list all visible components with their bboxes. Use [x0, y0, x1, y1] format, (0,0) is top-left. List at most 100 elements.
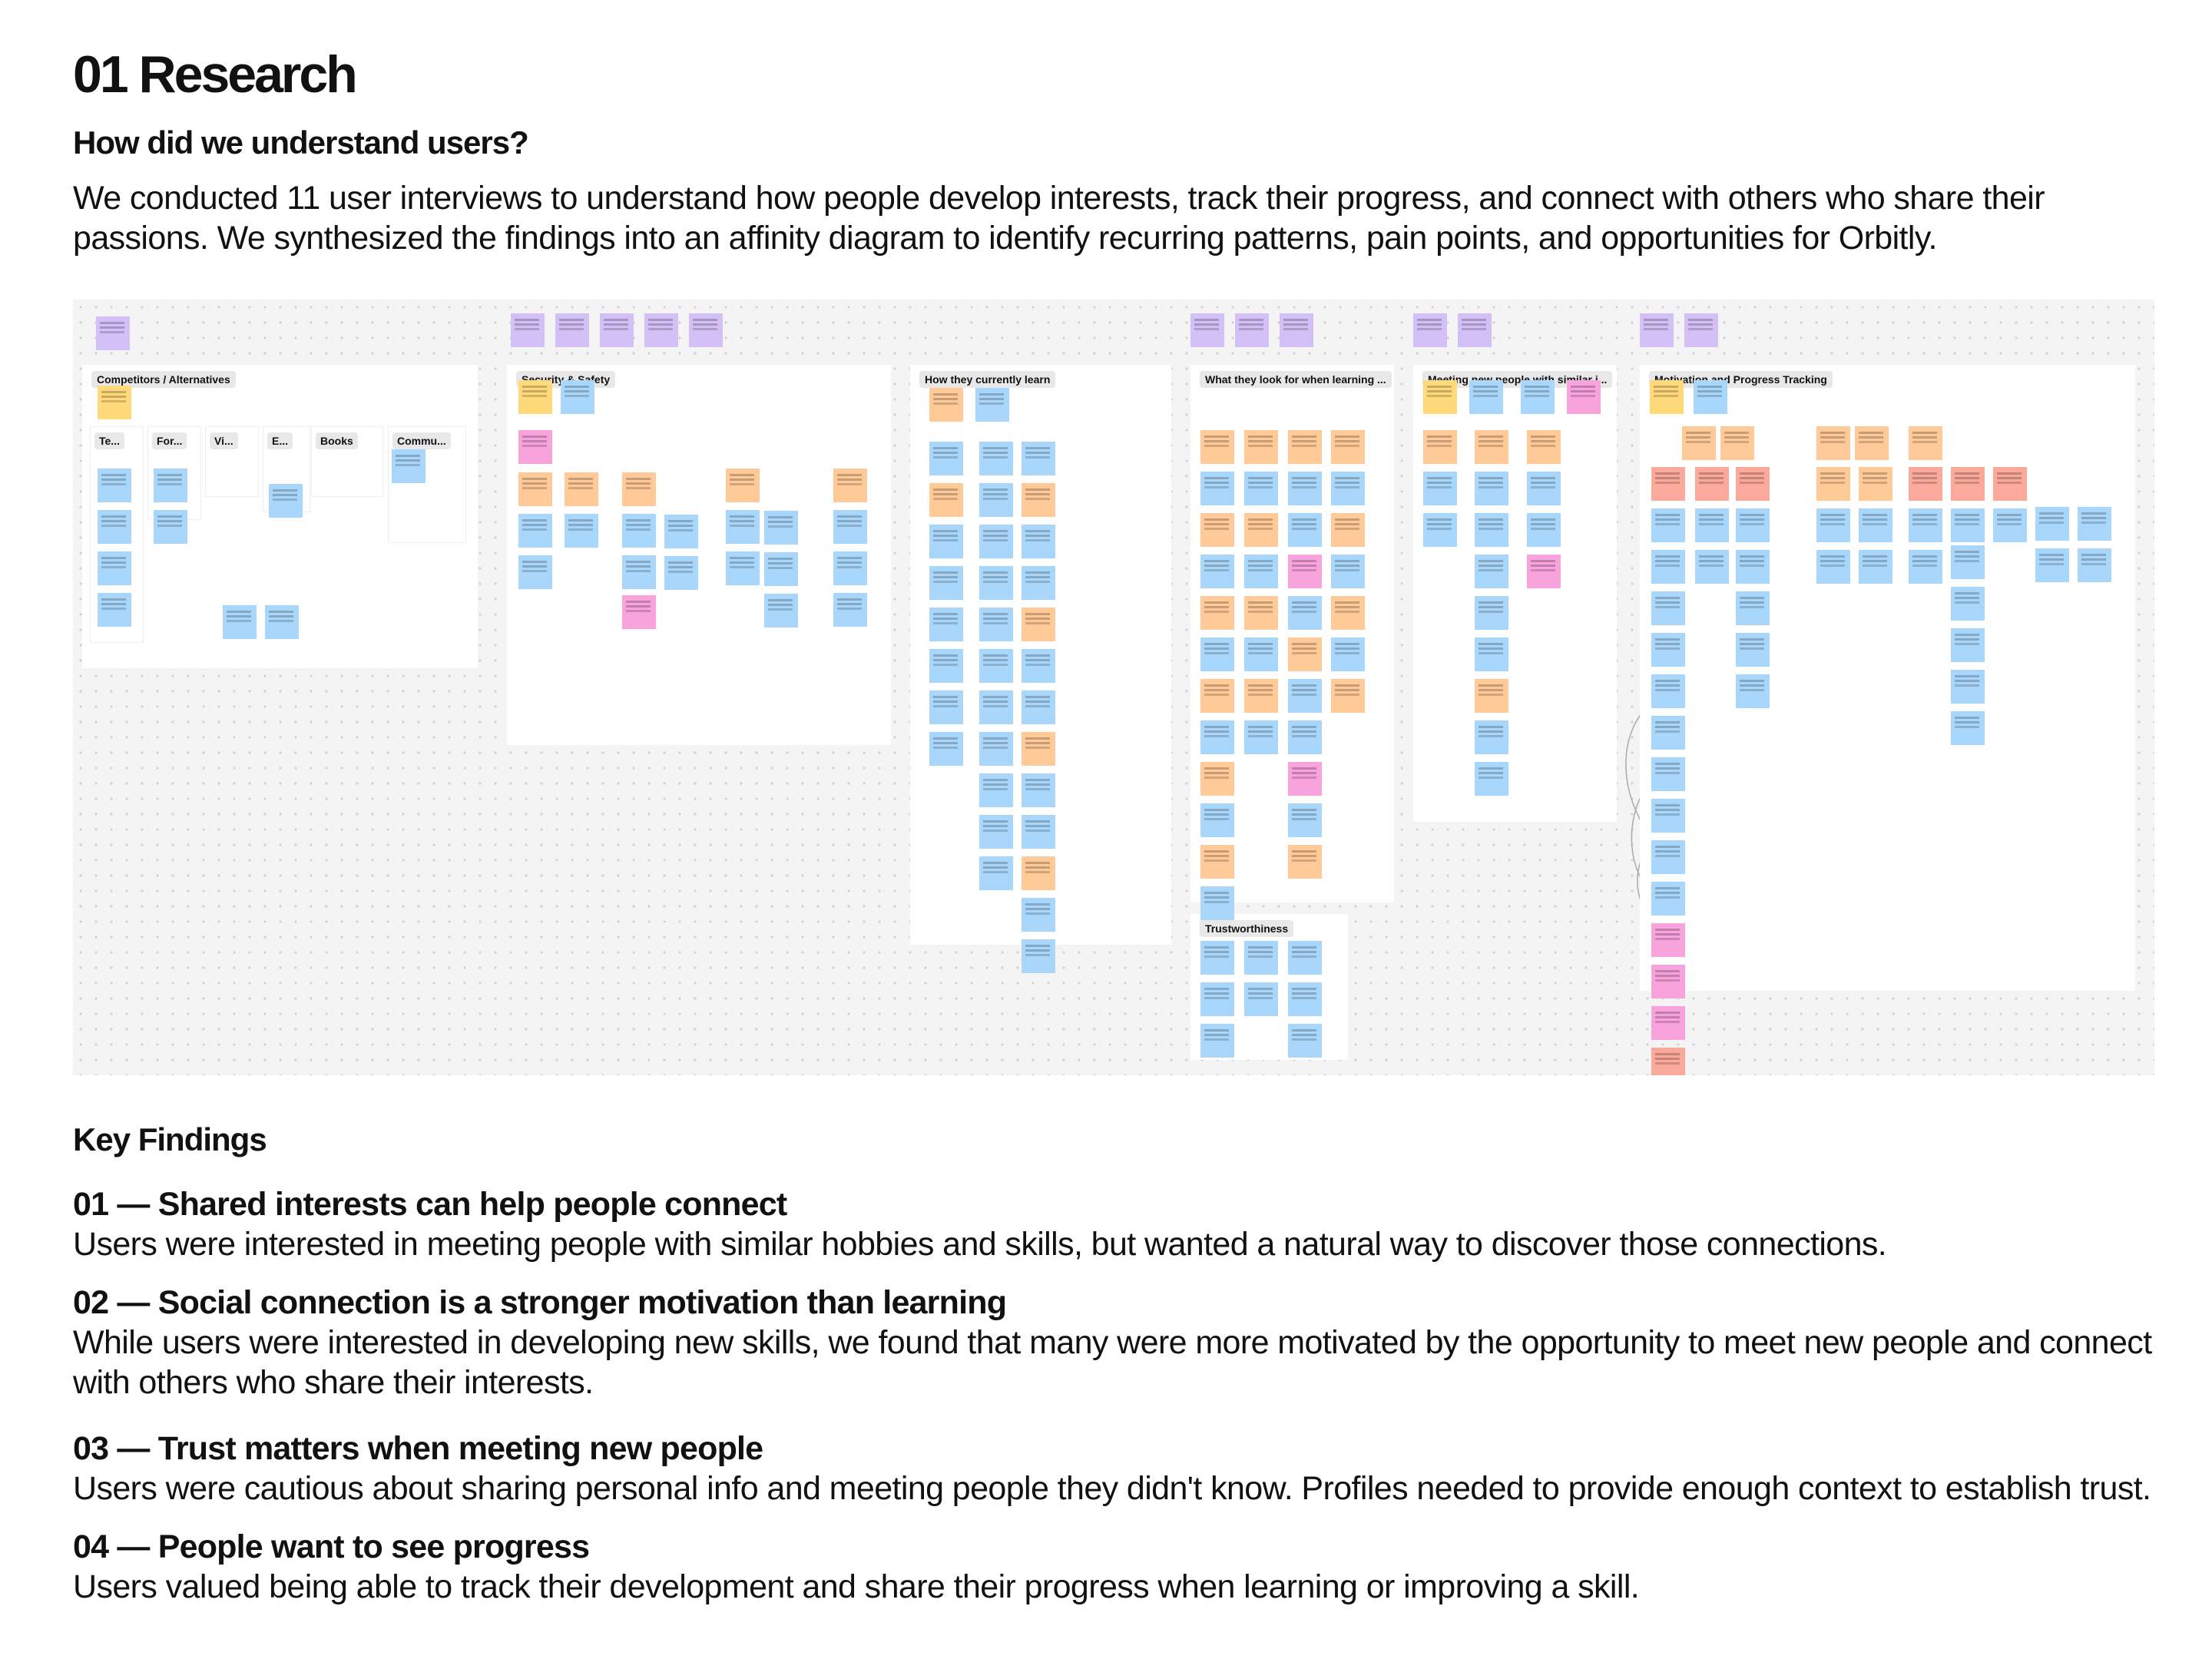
sticky-note[interactable]: [1200, 762, 1234, 796]
sticky-note[interactable]: [1423, 472, 1457, 505]
sticky-note[interactable]: [644, 313, 678, 347]
sticky-note[interactable]: [1469, 380, 1503, 414]
sticky-note[interactable]: [1651, 840, 1685, 874]
sticky-note[interactable]: [1022, 608, 1055, 641]
sticky-note[interactable]: [833, 510, 867, 544]
sticky-note[interactable]: [1816, 426, 1850, 460]
sticky-note[interactable]: [1331, 513, 1365, 547]
sticky-note[interactable]: [1022, 483, 1055, 517]
sticky-note[interactable]: [1244, 982, 1278, 1016]
sticky-note[interactable]: [1951, 587, 1985, 621]
sticky-note[interactable]: [1909, 467, 1942, 501]
sticky-note[interactable]: [154, 510, 187, 544]
sticky-note[interactable]: [1475, 720, 1508, 754]
sticky-note[interactable]: [1288, 720, 1322, 754]
sticky-note[interactable]: [1855, 426, 1889, 460]
sticky-note[interactable]: [518, 514, 552, 548]
sticky-note[interactable]: [1993, 508, 2027, 542]
sticky-note[interactable]: [1331, 596, 1365, 630]
sticky-note[interactable]: [2078, 548, 2111, 582]
sticky-note[interactable]: [1640, 313, 1674, 347]
sticky-note[interactable]: [979, 483, 1013, 517]
sticky-note[interactable]: [622, 555, 656, 589]
sticky-note[interactable]: [1859, 550, 1892, 584]
sticky-note[interactable]: [622, 472, 656, 506]
sticky-note[interactable]: [1951, 508, 1985, 542]
sticky-note[interactable]: [1022, 649, 1055, 683]
sticky-note[interactable]: [764, 594, 798, 628]
sticky-note[interactable]: [1331, 637, 1365, 671]
sticky-note[interactable]: [1244, 637, 1278, 671]
sticky-note[interactable]: [1244, 555, 1278, 588]
sticky-note[interactable]: [689, 313, 723, 347]
sticky-note[interactable]: [979, 525, 1013, 558]
sticky-note[interactable]: [1423, 430, 1457, 464]
sticky-note[interactable]: [1244, 720, 1278, 754]
sticky-note[interactable]: [764, 552, 798, 586]
sticky-note[interactable]: [979, 608, 1013, 641]
sticky-note[interactable]: [1423, 513, 1457, 547]
sticky-note[interactable]: [833, 551, 867, 585]
sticky-note[interactable]: [1909, 426, 1942, 460]
sticky-note[interactable]: [1200, 430, 1234, 464]
sticky-note[interactable]: [1651, 757, 1685, 791]
sticky-note[interactable]: [1816, 508, 1850, 542]
sticky-note[interactable]: [1816, 550, 1850, 584]
sticky-note[interactable]: [1022, 732, 1055, 766]
sticky-note[interactable]: [1244, 941, 1278, 975]
sticky-note[interactable]: [833, 469, 867, 502]
sticky-note[interactable]: [979, 690, 1013, 724]
sticky-note[interactable]: [1244, 596, 1278, 630]
affinity-diagram-board[interactable]: Competitors / Alternatives Te... For... …: [73, 300, 2154, 1075]
sticky-note[interactable]: [622, 595, 656, 629]
sticky-note[interactable]: [1993, 467, 2027, 501]
sticky-note[interactable]: [565, 472, 598, 506]
sticky-note[interactable]: [1288, 472, 1322, 505]
sticky-note[interactable]: [975, 388, 1009, 422]
sticky-note[interactable]: [979, 773, 1013, 807]
sticky-note[interactable]: [98, 551, 131, 585]
sticky-note[interactable]: [764, 511, 798, 545]
sticky-note[interactable]: [1475, 555, 1508, 588]
sticky-note[interactable]: [1288, 845, 1322, 879]
sticky-note[interactable]: [1859, 508, 1892, 542]
sticky-note[interactable]: [929, 649, 963, 683]
sticky-note[interactable]: [1200, 555, 1234, 588]
sticky-note[interactable]: [1736, 674, 1770, 708]
sticky-note[interactable]: [664, 515, 698, 548]
sticky-note[interactable]: [1859, 467, 1892, 501]
sticky-note[interactable]: [1567, 380, 1601, 414]
sticky-note[interactable]: [664, 556, 698, 590]
sticky-note[interactable]: [726, 469, 760, 502]
sticky-note[interactable]: [1651, 799, 1685, 833]
sticky-note[interactable]: [1244, 472, 1278, 505]
sticky-note[interactable]: [1736, 550, 1770, 584]
sticky-note[interactable]: [1331, 679, 1365, 713]
sticky-note[interactable]: [1331, 555, 1365, 588]
sticky-note[interactable]: [1244, 679, 1278, 713]
sticky-note[interactable]: [1022, 690, 1055, 724]
sticky-note[interactable]: [979, 856, 1013, 890]
sticky-note[interactable]: [979, 649, 1013, 683]
sticky-note[interactable]: [1288, 430, 1322, 464]
sticky-note[interactable]: [1720, 426, 1754, 460]
sticky-note[interactable]: [1288, 513, 1322, 547]
sticky-note[interactable]: [1022, 525, 1055, 558]
sticky-note[interactable]: [1022, 773, 1055, 807]
sticky-note[interactable]: [929, 483, 963, 517]
sticky-note[interactable]: [1651, 467, 1685, 501]
sticky-note[interactable]: [1909, 550, 1942, 584]
sticky-note[interactable]: [979, 442, 1013, 475]
sticky-note[interactable]: [1022, 856, 1055, 890]
sticky-note[interactable]: [1190, 313, 1224, 347]
sticky-note[interactable]: [1288, 941, 1322, 975]
sticky-note[interactable]: [1200, 513, 1234, 547]
sticky-note[interactable]: [1288, 1024, 1322, 1058]
sticky-note[interactable]: [1951, 467, 1985, 501]
sticky-note[interactable]: [1651, 1006, 1685, 1040]
sticky-note[interactable]: [1288, 803, 1322, 837]
sticky-note[interactable]: [1684, 313, 1718, 347]
sticky-note[interactable]: [565, 514, 598, 548]
sticky-note[interactable]: [1288, 679, 1322, 713]
sticky-note[interactable]: [1651, 550, 1685, 584]
